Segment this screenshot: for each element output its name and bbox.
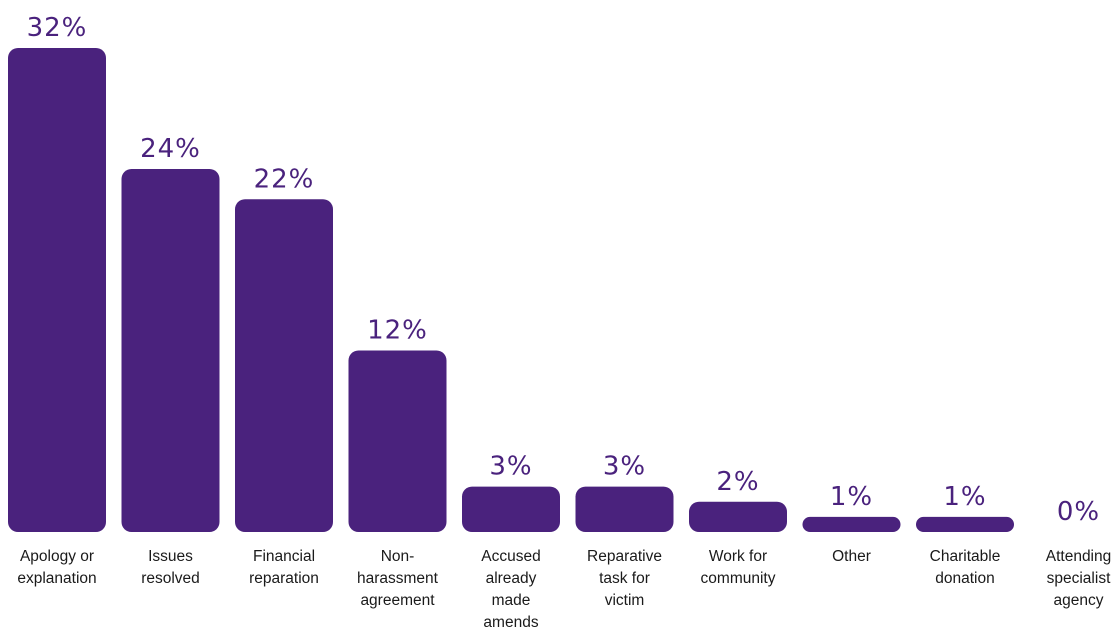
category-label-7: Other	[832, 548, 871, 565]
bar-2	[235, 199, 333, 532]
value-label-0: 32%	[27, 13, 88, 43]
category-label-3: Non-harassment agreement	[357, 548, 439, 609]
value-label-6: 2%	[716, 467, 759, 497]
category-label-4: Accused already made amends	[481, 548, 540, 628]
category-label-0: Apology or explanation	[17, 548, 96, 587]
category-label-2: Financial reparation	[249, 548, 319, 587]
category-label-1: Issues resolved	[141, 548, 200, 587]
bar-5	[575, 486, 674, 532]
value-label-5: 3%	[603, 452, 646, 482]
category-label-8: Charitable donation	[930, 548, 1001, 587]
value-label-1: 24%	[140, 134, 201, 164]
bar-4	[462, 486, 560, 532]
bar-1	[121, 169, 220, 532]
bar-6	[689, 501, 787, 532]
bar-8	[916, 516, 1014, 532]
value-label-4: 3%	[489, 452, 532, 482]
value-label-7: 1%	[830, 482, 873, 512]
category-label-9: Attending specialist agency	[1046, 548, 1112, 609]
category-label-6: Work for community	[701, 548, 776, 587]
bar-7	[802, 516, 901, 532]
value-label-9: 0%	[1057, 497, 1100, 527]
category-label-5: Reparative task for victim	[587, 548, 662, 609]
value-label-2: 22%	[254, 164, 315, 194]
value-label-8: 1%	[943, 482, 986, 512]
value-label-3: 12%	[367, 316, 428, 346]
bar-0	[8, 48, 106, 532]
bar-3	[348, 350, 447, 532]
